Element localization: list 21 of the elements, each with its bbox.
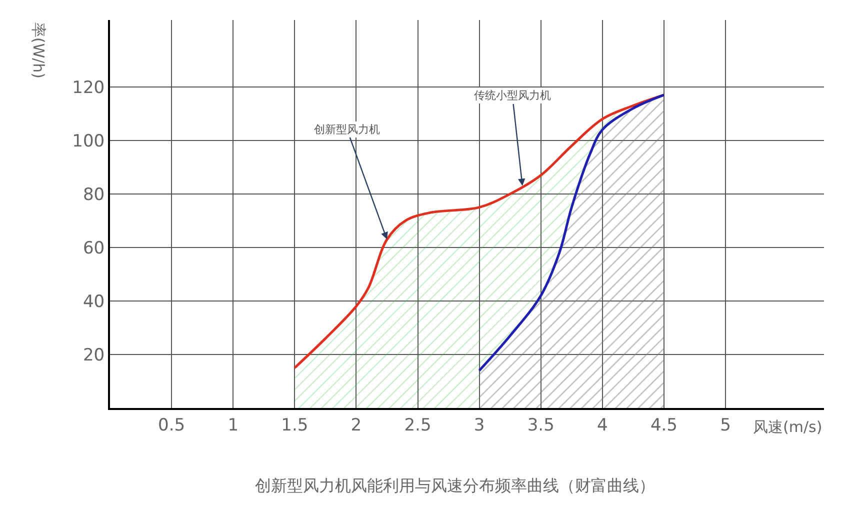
x-tick-label: 2.5	[404, 415, 432, 436]
y-axis-title: 率(W/h)	[30, 22, 48, 79]
x-tick-label: 1.5	[281, 415, 308, 436]
text: 创新型风力机风能利用与风速分布频率曲线（财富曲线）	[255, 476, 655, 495]
x-tick-label: 4	[596, 415, 608, 436]
y-tick-label: 120	[72, 78, 105, 98]
y-tick-label: 40	[82, 292, 105, 312]
x-tick-label: 3.5	[527, 415, 554, 436]
y-tick-label: 60	[82, 238, 105, 258]
x-tick-label: 4.5	[650, 415, 678, 436]
y-tick-label: 20	[82, 345, 105, 366]
x-tick-label: 0.5	[158, 415, 186, 436]
y-tick-label: 100	[72, 131, 105, 152]
x-axis-title: 风速(m/s)	[753, 418, 822, 436]
x-tick-label: 3	[474, 415, 485, 436]
x-tick-label: 2	[350, 415, 362, 436]
x-tick-label: 1	[228, 415, 239, 436]
annotation: 传统小型风力机	[474, 89, 551, 102]
x-tick-label: 5	[720, 415, 731, 436]
annotation: 创新型风力机	[314, 123, 380, 136]
y-tick-label: 80	[82, 184, 105, 205]
